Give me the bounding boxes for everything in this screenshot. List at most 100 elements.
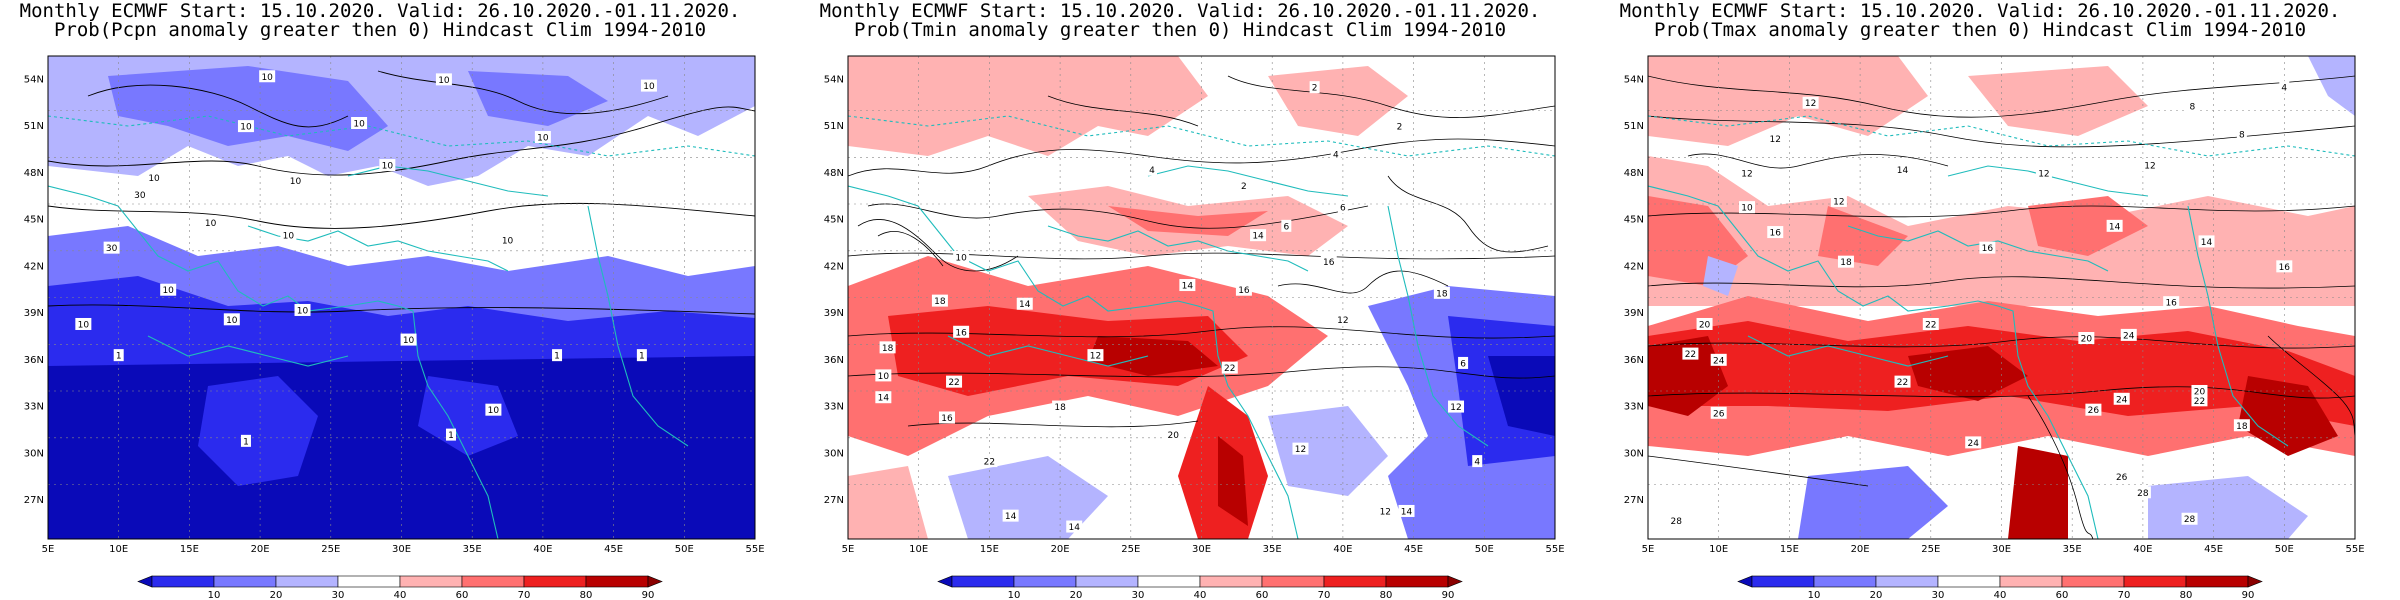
contour-label-box: [1767, 226, 1784, 239]
contour-label-box: [1337, 201, 1348, 214]
colorbar-segment: [2123, 575, 2187, 588]
colorbar-label: 40: [1194, 590, 1207, 600]
lat-tick-label: 36N: [1624, 355, 1644, 366]
contour-label: 20: [2081, 335, 2093, 345]
lon-tick-label: 25E: [321, 544, 340, 555]
colorbar-label: 90: [2242, 590, 2255, 600]
contour-label: 6: [1283, 222, 1289, 232]
contour-label-box: [237, 120, 254, 133]
lon-tick-label: 50E: [1475, 544, 1494, 555]
lat-tick-label: 51N: [824, 121, 844, 132]
contour-label: 10: [955, 253, 967, 263]
contour-label-box: [2198, 235, 2215, 248]
lon-tick-label: 50E: [2275, 544, 2294, 555]
colorbar-min-arrow: [1737, 575, 1753, 588]
contour-label: 12: [1805, 99, 1816, 109]
contour-label: 10: [148, 174, 160, 184]
contour-label-box: [1250, 229, 1267, 242]
contour-label: 10: [502, 236, 514, 246]
contour-label-box: [1235, 283, 1252, 296]
colorbar-label: 30: [1132, 590, 1145, 600]
contour-label: 24: [1713, 356, 1725, 366]
lat-tick-label: 45N: [824, 215, 844, 226]
lon-tick-label: 5E: [1642, 544, 1655, 555]
lat-tick-label: 39N: [824, 308, 844, 319]
contour-label-box: [1682, 347, 1699, 360]
lon-tick-label: 40E: [1333, 544, 1352, 555]
lat-tick-label: 27N: [1624, 495, 1644, 506]
contour-label-box: [1767, 132, 1784, 145]
contour-label-box: [1320, 255, 1337, 268]
contour-label: 1: [639, 352, 645, 362]
contour-label-box: [2113, 392, 2130, 405]
lon-tick-label: 35E: [2063, 544, 2082, 555]
lat-tick-label: 54N: [24, 74, 44, 85]
contour-label-box: [2191, 384, 2208, 397]
lat-tick-label: 51N: [24, 121, 44, 132]
contour-label-box: [1309, 81, 1320, 94]
contour-label-box: [938, 411, 955, 424]
lat-tick-label: 42N: [1624, 261, 1644, 272]
colorbar-segment: [213, 575, 277, 588]
contour-label-box: [280, 229, 297, 242]
contour-label-box: [552, 349, 563, 362]
lat-tick-label: 39N: [24, 308, 44, 319]
colorbar-max-arrow: [2247, 575, 2263, 588]
colorbar-segment: [151, 575, 215, 588]
contour-label: 6: [1340, 204, 1346, 214]
contour-label: 12: [2038, 169, 2049, 179]
contour-label-box: [1802, 96, 1819, 109]
contour-label: 24: [2123, 331, 2135, 341]
contour-label: 22: [1685, 350, 1696, 360]
contour-label-box: [2106, 219, 2123, 232]
contour-label: 14: [1005, 512, 1017, 522]
contour-label-box: [2276, 260, 2293, 273]
lat-tick-label: 54N: [824, 74, 844, 85]
contour-label-box: [2187, 99, 2198, 112]
contour-label-box: [931, 294, 948, 307]
lon-tick-label: 35E: [1263, 544, 1282, 555]
contour-label: 14: [2109, 222, 2121, 232]
contour-label: 18: [1436, 289, 1448, 299]
contour-label: 4: [1474, 458, 1480, 468]
contour-label-box: [1433, 286, 1450, 299]
contour-label: 16: [955, 328, 967, 338]
contour-label: 2: [1397, 123, 1403, 133]
contour-label: 1: [243, 437, 249, 447]
contour-label: 22: [1897, 378, 1908, 388]
colorbar-label: 20: [1870, 590, 1883, 600]
contour-label: 16: [1770, 229, 1782, 239]
contour-label-box: [2113, 470, 2130, 483]
lon-tick-label: 30E: [1192, 544, 1211, 555]
lon-tick-label: 5E: [842, 544, 855, 555]
contour-label-box: [1147, 163, 1158, 176]
contour-label-box: [2163, 296, 2180, 309]
colorbar-label: 20: [270, 590, 283, 600]
contour-label: 1: [116, 352, 122, 362]
contour-label: 22: [948, 378, 959, 388]
contour-label-box: [1710, 406, 1727, 419]
panel-pcpn: Monthly ECMWF Start: 15.10.2020. Valid: …: [20, 0, 765, 555]
colorbar-label: 90: [642, 590, 655, 600]
colorbar-segment: [523, 575, 587, 588]
colorbar-max-arrow: [1447, 575, 1463, 588]
lat-tick-label: 45N: [1624, 215, 1644, 226]
lon-tick-label: 45E: [604, 544, 623, 555]
contour-label: 12: [1295, 445, 1306, 455]
contour-label-box: [1472, 455, 1483, 468]
lon-tick-label: 35E: [463, 544, 482, 555]
panel-pcpn-title-line2: Prob(Pcpn anomaly greater then 0) Hindca…: [54, 19, 706, 41]
contour-label-box: [1738, 166, 1755, 179]
colorbar-tmin: 10 20 30 40 60 70 80 90: [937, 575, 1463, 600]
contour-label-box: [875, 369, 892, 382]
contour-label: 22: [1224, 364, 1235, 374]
contour-label: 16: [1238, 286, 1250, 296]
contour-label: 10: [403, 336, 415, 346]
contour-label: 20: [2194, 387, 2206, 397]
contour-label-box: [2134, 486, 2151, 499]
contour-label-box: [953, 250, 970, 263]
panel-tmax-title-line1: Monthly ECMWF Start: 15.10.2020. Valid: …: [1620, 0, 2341, 22]
